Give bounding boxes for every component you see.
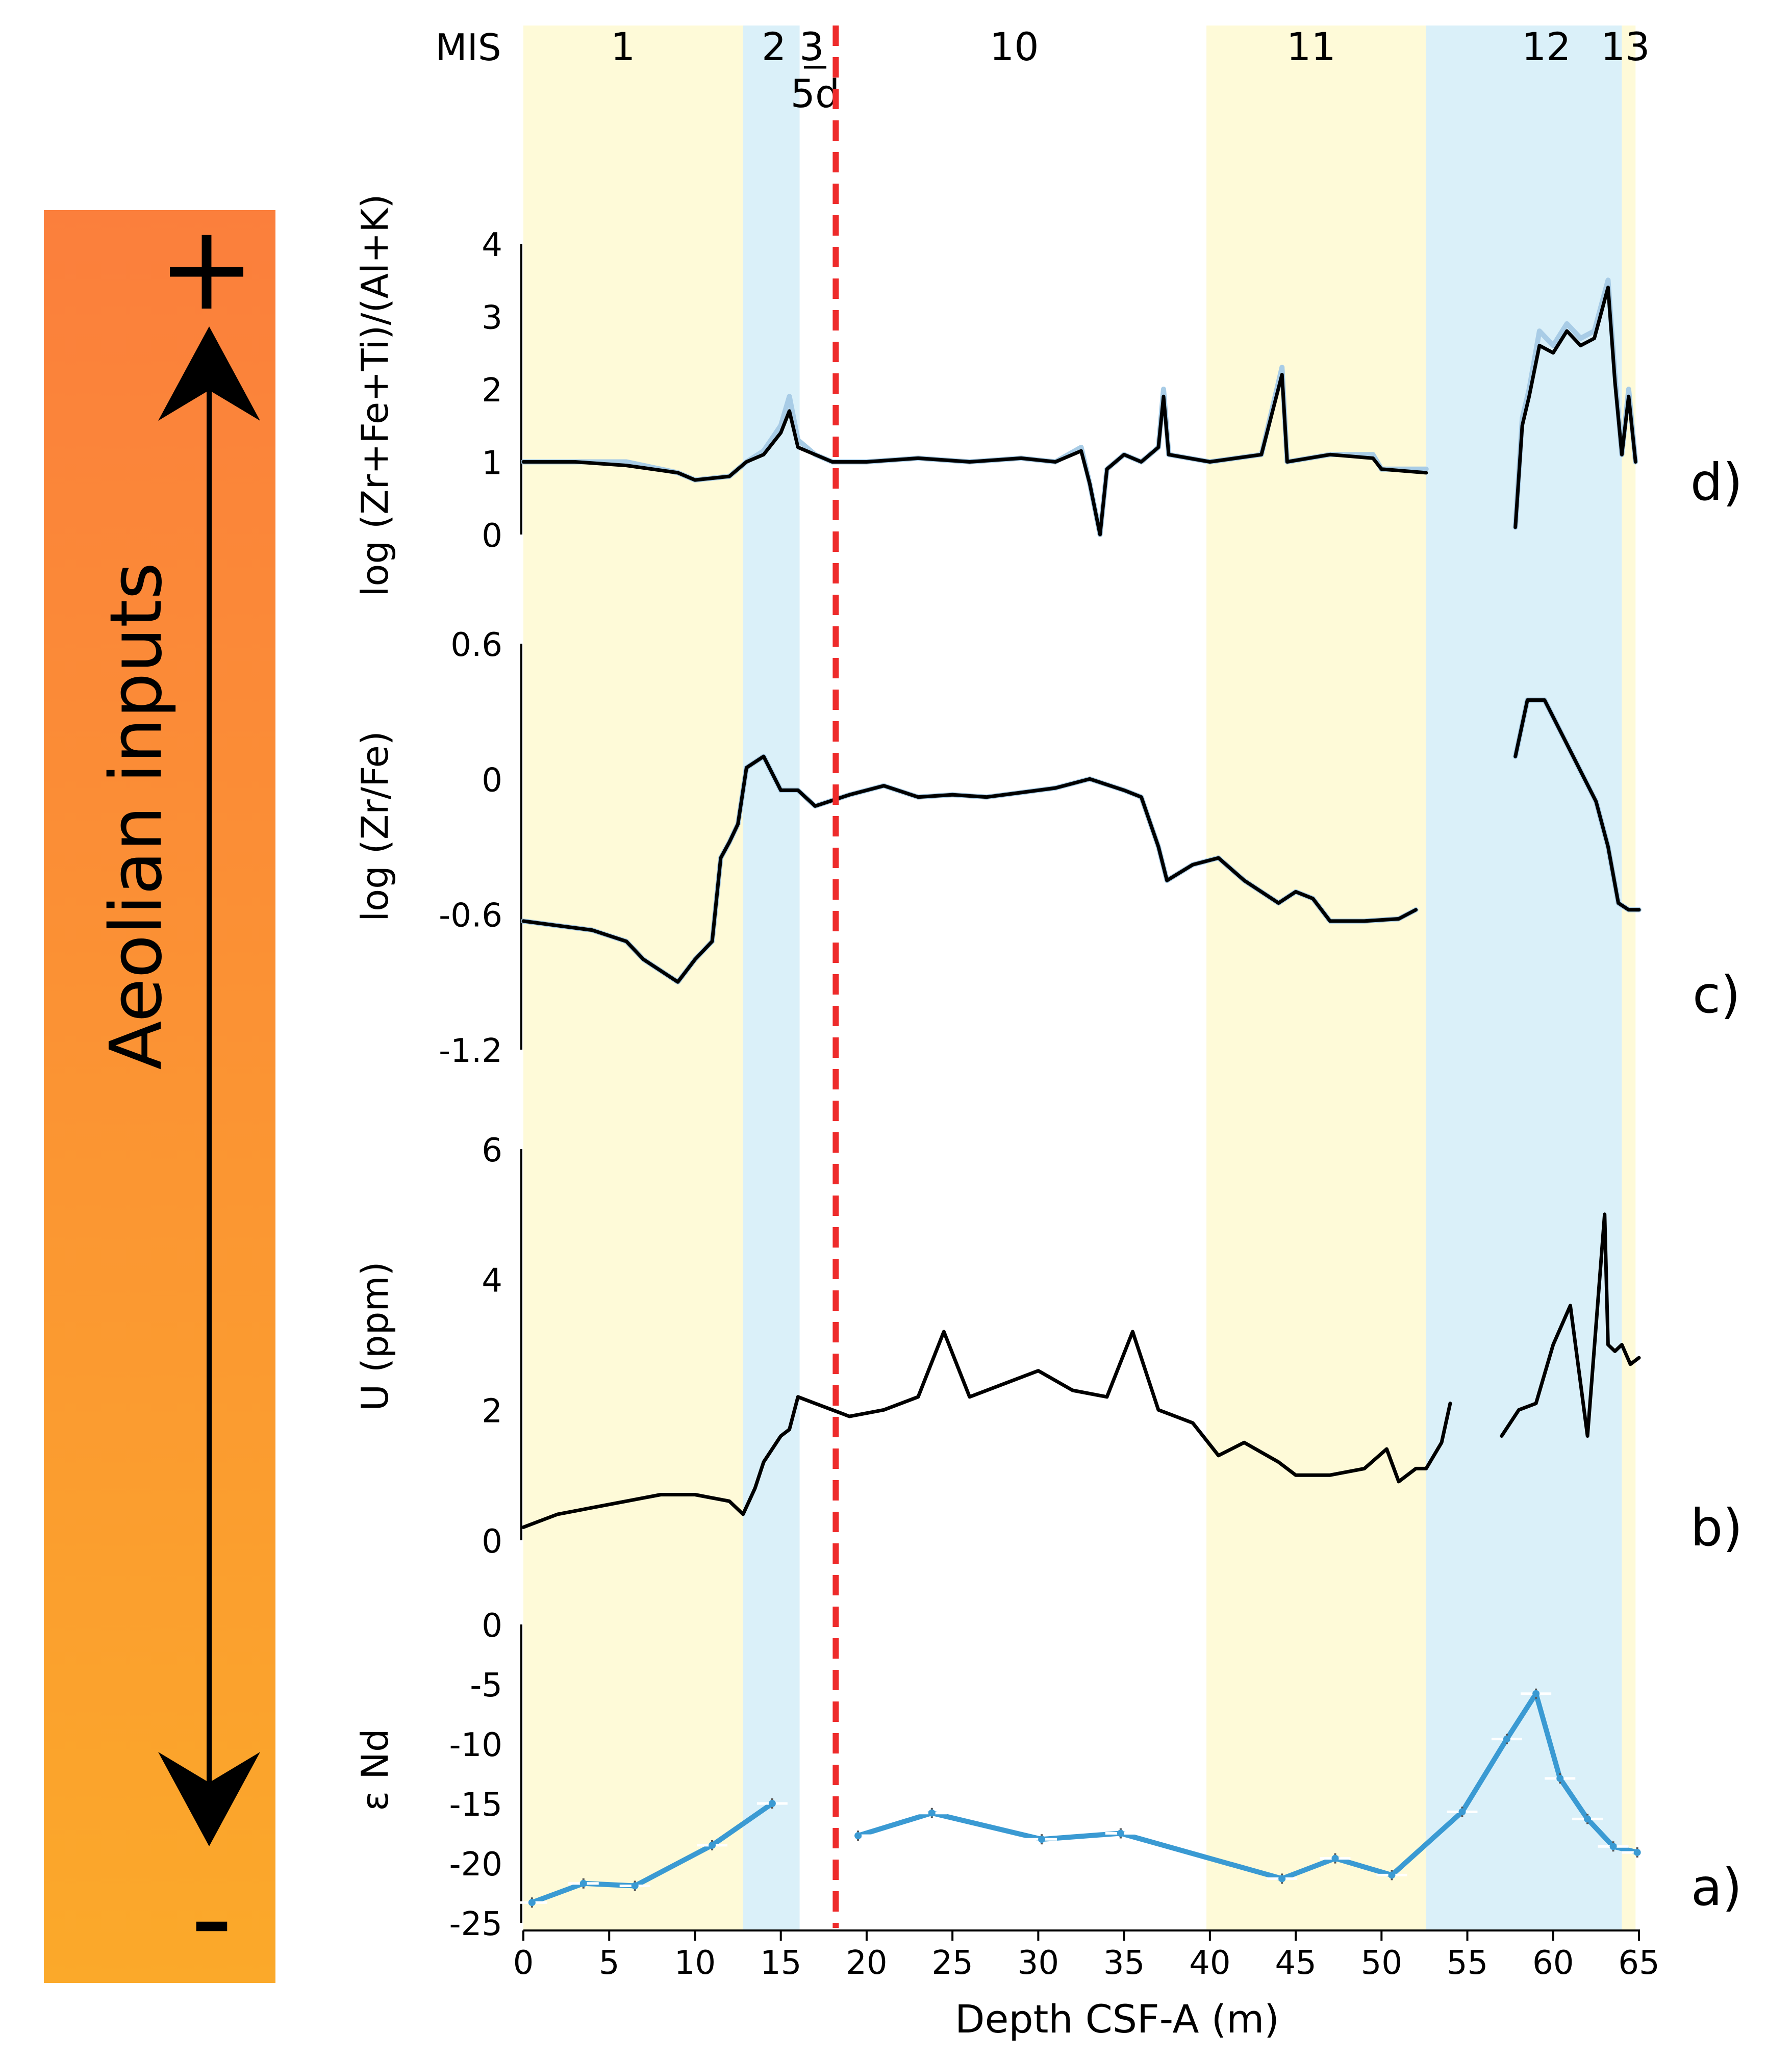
y-tick-label: 0 [482, 761, 502, 799]
data-point [928, 1809, 936, 1817]
data-series-line [521, 373, 1428, 537]
x-tick-label: 20 [846, 1944, 887, 1982]
mis-stage-label: 11 [1286, 24, 1336, 69]
mis-band-2 [743, 26, 800, 1930]
x-tick-label: 10 [674, 1944, 716, 1982]
data-point [709, 1841, 716, 1849]
data-series-line [521, 754, 1418, 984]
aeolian-minus: - [191, 1850, 233, 1987]
mis-stage-label: 13 [1601, 24, 1650, 69]
data-point [631, 1882, 639, 1890]
aeolian-sidebar: + - Aeolian inputs [44, 200, 275, 1987]
x-tick-label: 65 [1618, 1944, 1659, 1982]
y-tick-label: 4 [482, 1262, 502, 1300]
x-tick-label: 35 [1103, 1944, 1145, 1982]
data-point [1556, 1774, 1564, 1782]
mis-band-12 [1426, 26, 1622, 1930]
aeolian-plus: + [158, 200, 256, 337]
panel-label: b) [1690, 1498, 1743, 1558]
aeolian-gradient-bar [44, 210, 275, 1983]
y-tick-label: 0 [482, 1607, 502, 1645]
data-series-line [1513, 698, 1641, 912]
mis-band-3 [799, 26, 821, 1930]
x-tick-label: 45 [1275, 1944, 1316, 1982]
data-point [579, 1879, 587, 1887]
data-point [854, 1832, 862, 1840]
mis-band-13 [1622, 26, 1636, 1930]
y-axis-label: log (Zr/Fe) [354, 731, 396, 922]
x-tick-label: 25 [931, 1944, 973, 1982]
mis-bands [523, 26, 1636, 1930]
mis-stage-label: 12 [1522, 24, 1571, 69]
x-tick-label: 60 [1532, 1944, 1574, 1982]
data-point [768, 1800, 776, 1807]
data-series-line [521, 1330, 1452, 1529]
arrow-up-icon [158, 326, 260, 421]
x-tick-label: 5 [599, 1944, 620, 1982]
y-tick-label: -10 [449, 1726, 502, 1764]
data-point [1117, 1829, 1124, 1837]
data-series-line [1513, 286, 1637, 529]
mis-stage-label: 10 [990, 24, 1039, 69]
y-axis-label: ε Nd [354, 1728, 396, 1811]
y-tick-label: 3 [482, 299, 502, 337]
panel-d: 0 1 2 3 4 log (Zr+Fe+Ti)/(Al+K) d) [354, 194, 1743, 596]
data-point [1609, 1843, 1617, 1850]
mis-sublabel: 5d [791, 71, 840, 116]
y-tick-label: 0.6 [450, 626, 502, 664]
y-axis-label: log (Zr+Fe+Ti)/(Al+K) [354, 194, 396, 596]
data-point [1458, 1808, 1466, 1816]
aeolian-label: Aeolian inputs [95, 563, 178, 1070]
chart-panels: 0 1 2 3 4 log (Zr+Fe+Ti)/(Al+K) d) -1.2 -0.6 0 0.6… [354, 194, 1743, 1943]
mis-stage-label: 2 [762, 24, 786, 69]
y-tick-label: -1.2 [439, 1032, 502, 1070]
y-tick-label: 2 [482, 1392, 502, 1430]
y-tick-label: -25 [449, 1905, 502, 1943]
mis-band-10 [839, 26, 1207, 1930]
data-point [1331, 1854, 1339, 1862]
x-axis: 0 5 10 15 20 25 30 35 40 45 50 55 60 65 [513, 1929, 1660, 1982]
data-point [528, 1899, 536, 1907]
data-point [1584, 1815, 1592, 1823]
x-axis-label: Depth CSF-A (m) [955, 1996, 1279, 2042]
mis-stage-label: 3 [799, 24, 824, 69]
y-tick-label: 1 [482, 445, 502, 482]
data-point [1532, 1690, 1540, 1697]
data-point [1388, 1871, 1396, 1879]
arrow-down-icon [158, 1752, 260, 1846]
data-series-line [1500, 1212, 1641, 1438]
x-tick-label: 55 [1447, 1944, 1488, 1982]
x-tick-label: 40 [1189, 1944, 1230, 1982]
mis-band-11 [1206, 26, 1426, 1930]
panel-b: 0 2 4 6 U (ppm) b) [354, 1132, 1743, 1561]
panel-a: -25 -20 -15 -10 -5 0 ε Nd a) [354, 1607, 1742, 1943]
data-point [1038, 1836, 1046, 1843]
x-tick-label: 50 [1361, 1944, 1402, 1982]
panel-label: a) [1691, 1858, 1742, 1917]
panel-label: d) [1690, 452, 1743, 512]
y-tick-label: 0 [482, 1523, 502, 1561]
x-tick-label: 30 [1018, 1944, 1059, 1982]
y-tick-label: 2 [482, 372, 502, 410]
mis-band-1 [523, 26, 743, 1930]
data-point [1278, 1875, 1286, 1883]
x-tick-label: 0 [513, 1944, 534, 1982]
y-tick-label: -0.6 [439, 897, 502, 935]
mis-stage-label: 1 [611, 24, 635, 69]
y-axis-label: U (ppm) [354, 1261, 396, 1411]
y-tick-label: 4 [482, 226, 502, 264]
data-point [1633, 1848, 1641, 1856]
y-tick-label: -5 [470, 1667, 502, 1705]
x-tick-label: 15 [760, 1944, 801, 1982]
y-tick-label: 6 [482, 1132, 502, 1170]
panel-label: c) [1693, 965, 1740, 1025]
y-tick-label: -20 [449, 1846, 502, 1884]
panel-c: -1.2 -0.6 0 0.6 log (Zr/Fe) c) [354, 626, 1740, 1070]
y-tick-label: 0 [482, 517, 502, 555]
mis-title: MIS [435, 26, 501, 69]
y-tick-label: -15 [449, 1786, 502, 1824]
data-point [1503, 1735, 1510, 1743]
